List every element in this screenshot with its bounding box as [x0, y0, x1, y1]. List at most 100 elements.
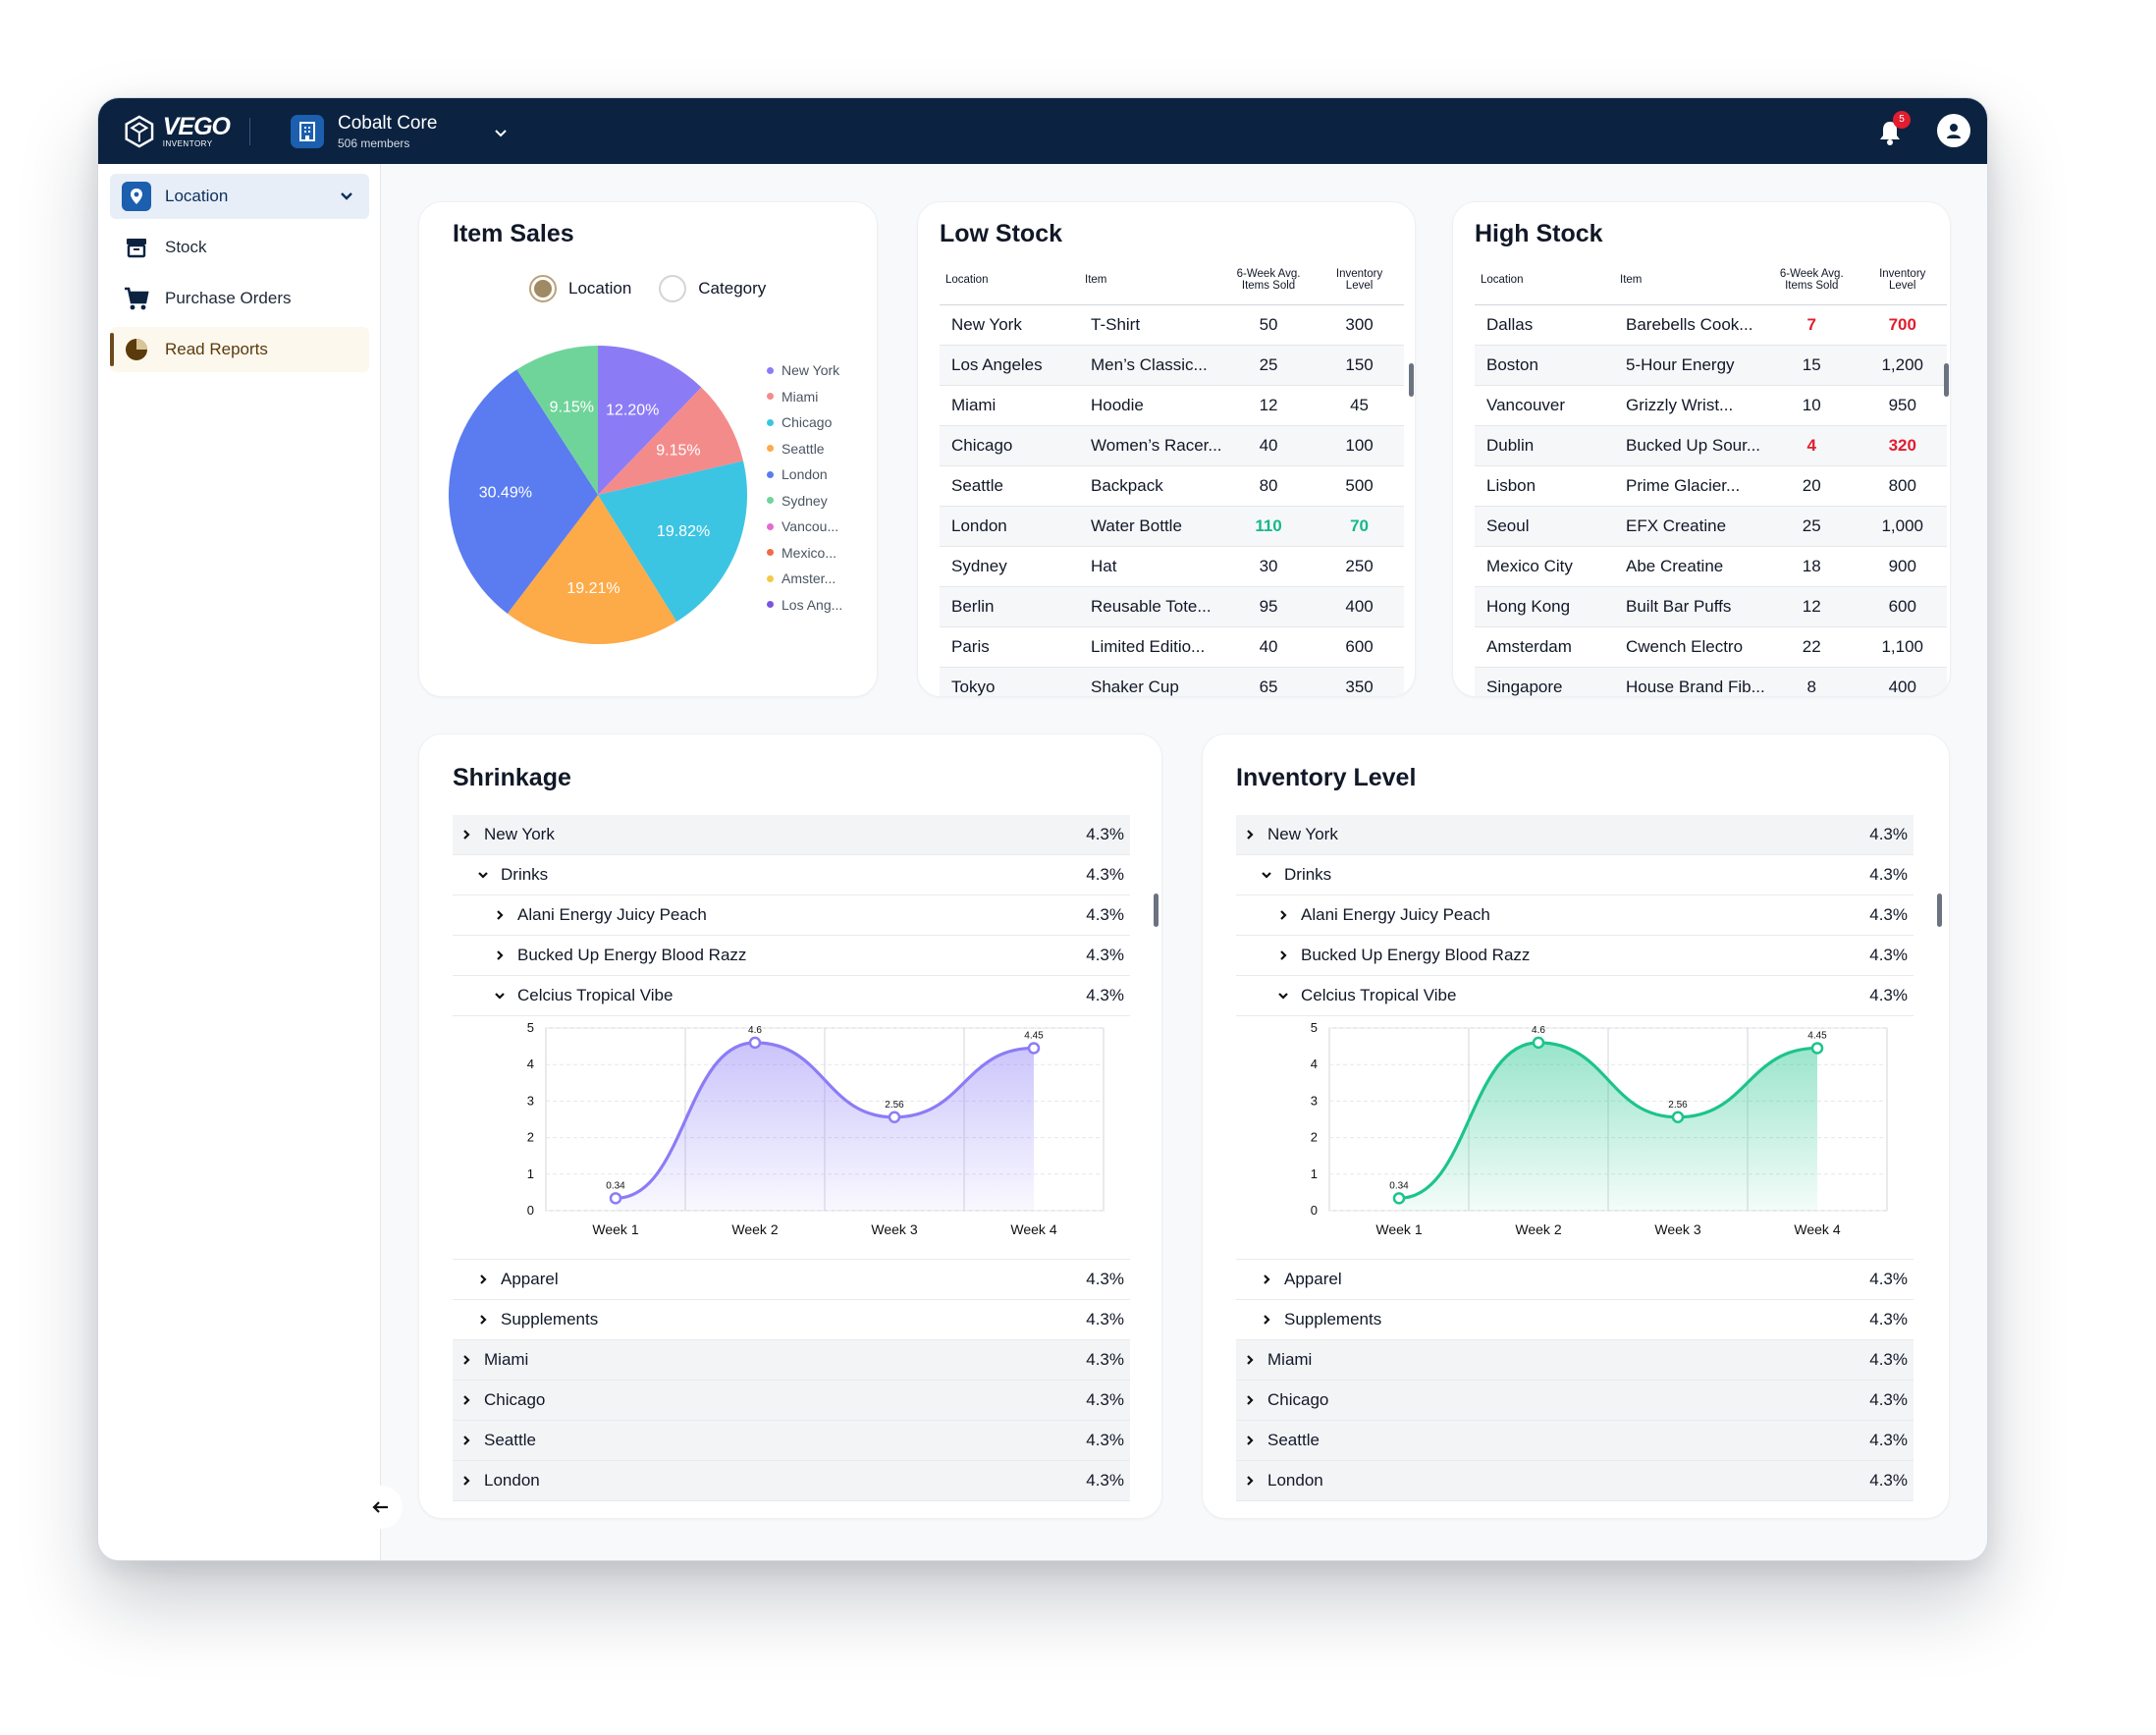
legend-item[interactable]: Mexico... [767, 540, 842, 567]
column-header[interactable]: Inventory Level [1315, 255, 1404, 305]
chevron-down-icon[interactable] [494, 990, 506, 1002]
table-row[interactable]: Chicago Women’s Racer... 40 100 [940, 425, 1404, 466]
chevron-right-icon[interactable] [1244, 1435, 1256, 1446]
table-row[interactable]: Hong Kong Built Bar Puffs 12 600 [1475, 586, 1947, 627]
legend-item[interactable]: Los Ang... [767, 592, 842, 619]
org-switcher[interactable]: Cobalt Core 506 members [291, 111, 508, 152]
chevron-right-icon[interactable] [1261, 1274, 1272, 1285]
tree-row[interactable]: Chicago 4.3% [453, 1381, 1130, 1421]
table-row[interactable]: Vancouver Grizzly Wrist... 10 950 [1475, 385, 1947, 426]
data-point[interactable] [1671, 1111, 1685, 1124]
data-point[interactable] [1532, 1036, 1545, 1050]
tree-row[interactable]: New York 4.3% [453, 815, 1130, 855]
tree-row[interactable]: Celcius Tropical Vibe 4.3% [453, 976, 1130, 1016]
data-point[interactable] [609, 1192, 622, 1205]
tree-row[interactable]: Drinks 4.3% [1236, 855, 1913, 895]
legend-item[interactable]: Amster... [767, 566, 842, 592]
table-row[interactable]: London Water Bottle 110 70 [940, 506, 1404, 547]
legend-item[interactable]: Vancou... [767, 514, 842, 540]
chevron-right-icon[interactable] [494, 949, 506, 961]
chevron-right-icon[interactable] [460, 829, 472, 840]
table-row[interactable]: Dallas Barebells Cook... 7 700 [1475, 304, 1947, 346]
table-row[interactable]: Boston 5-Hour Energy 15 1,200 [1475, 345, 1947, 386]
table-row[interactable]: Miami Hoodie 12 45 [940, 385, 1404, 426]
table-row[interactable]: Paris Limited Editio... 40 600 [940, 626, 1404, 668]
chevron-right-icon[interactable] [1244, 1354, 1256, 1366]
table-row[interactable]: Seattle Backpack 80 500 [940, 465, 1404, 507]
logo[interactable]: VEGO INVENTORY [122, 110, 231, 153]
sidebar-item-read-reports[interactable]: Read Reports [110, 327, 369, 372]
chevron-down-icon[interactable] [1277, 990, 1289, 1002]
data-point[interactable] [1392, 1192, 1406, 1205]
chevron-right-icon[interactable] [477, 1314, 489, 1326]
legend-item[interactable]: New York [767, 357, 842, 384]
data-point[interactable] [748, 1036, 762, 1050]
avatar[interactable] [1937, 114, 1970, 147]
tree-row[interactable]: New York 4.3% [1236, 815, 1913, 855]
pie-slice-miami[interactable] [598, 387, 744, 495]
table-row[interactable]: Sydney Hat 30 250 [940, 546, 1404, 587]
data-point[interactable] [1810, 1042, 1824, 1055]
tree-row[interactable]: Miami 4.3% [1236, 1340, 1913, 1381]
table-row[interactable]: Dublin Bucked Up Sour... 4 320 [1475, 425, 1947, 466]
tree-row[interactable]: Apparel 4.3% [1236, 1260, 1913, 1300]
chevron-right-icon[interactable] [1261, 1314, 1272, 1326]
tree-row[interactable]: Supplements 4.3% [453, 1300, 1130, 1340]
table-row[interactable]: Los Angeles Men’s Classic... 25 150 [940, 345, 1404, 386]
chevron-right-icon[interactable] [494, 909, 506, 921]
tree-row[interactable]: Alani Energy Juicy Peach 4.3% [1236, 895, 1913, 936]
chevron-right-icon[interactable] [1277, 949, 1289, 961]
pie-slice-sydney[interactable] [516, 346, 598, 495]
column-header[interactable]: 6-Week Avg. Items Sold [1221, 255, 1316, 305]
data-point[interactable] [1027, 1042, 1041, 1055]
tree-row[interactable]: London 4.3% [453, 1461, 1130, 1501]
tree-row[interactable]: Miami 4.3% [453, 1340, 1130, 1381]
chevron-right-icon[interactable] [477, 1274, 489, 1285]
tree-row[interactable]: Seattle 4.3% [1236, 1421, 1913, 1461]
legend-item[interactable]: Seattle [767, 436, 842, 462]
sidebar-item-stock[interactable]: Stock [110, 225, 369, 270]
table-row[interactable]: Mexico City Abe Creatine 18 900 [1475, 546, 1947, 587]
tree-row[interactable]: Chicago 4.3% [1236, 1381, 1913, 1421]
tree-row[interactable]: Bucked Up Energy Blood Razz 4.3% [453, 936, 1130, 976]
pie-slice-chicago[interactable] [598, 461, 747, 623]
chevron-right-icon[interactable] [1244, 1475, 1256, 1487]
scrollbar[interactable] [1154, 894, 1159, 927]
sidebar-item-purchase-orders[interactable]: Purchase Orders [110, 276, 369, 321]
tree-row[interactable]: Drinks 4.3% [453, 855, 1130, 895]
chevron-right-icon[interactable] [1244, 1394, 1256, 1406]
scrollbar[interactable] [1409, 363, 1414, 397]
column-header[interactable]: Item [1079, 255, 1222, 305]
chevron-right-icon[interactable] [460, 1354, 472, 1366]
table-row[interactable]: Lisbon Prime Glacier... 20 800 [1475, 465, 1947, 507]
column-header[interactable]: 6-Week Avg. Items Sold [1764, 255, 1859, 305]
pie-slice-seattle[interactable] [507, 495, 677, 644]
legend-item[interactable]: Miami [767, 384, 842, 410]
chevron-right-icon[interactable] [460, 1394, 472, 1406]
collapse-sidebar-button[interactable] [359, 1486, 403, 1529]
chevron-down-icon[interactable] [490, 123, 512, 144]
chevron-down-icon[interactable] [338, 188, 355, 205]
column-header[interactable]: Location [940, 255, 1079, 305]
table-row[interactable]: New York T-Shirt 50 300 [940, 304, 1404, 346]
table-row[interactable]: Singapore House Brand Fib... 8 400 [1475, 667, 1947, 696]
sidebar-item-location[interactable]: Location [110, 174, 369, 219]
chevron-right-icon[interactable] [1277, 909, 1289, 921]
tree-row[interactable]: Apparel 4.3% [453, 1260, 1130, 1300]
table-row[interactable]: Amsterdam Cwench Electro 22 1,100 [1475, 626, 1947, 668]
tree-row[interactable]: Celcius Tropical Vibe 4.3% [1236, 976, 1913, 1016]
chevron-right-icon[interactable] [460, 1475, 472, 1487]
chevron-right-icon[interactable] [1244, 829, 1256, 840]
legend-item[interactable]: London [767, 461, 842, 488]
chevron-down-icon[interactable] [1261, 869, 1272, 881]
chevron-down-icon[interactable] [477, 869, 489, 881]
scrollbar[interactable] [1937, 894, 1942, 927]
column-header[interactable]: Inventory Level [1858, 255, 1947, 305]
table-row[interactable]: Berlin Reusable Tote... 95 400 [940, 586, 1404, 627]
tree-row[interactable]: London 4.3% [1236, 1461, 1913, 1501]
tree-row[interactable]: Supplements 4.3% [1236, 1300, 1913, 1340]
tree-row[interactable]: Bucked Up Energy Blood Razz 4.3% [1236, 936, 1913, 976]
pie-slice-new-york[interactable] [598, 346, 702, 495]
legend-item[interactable]: Sydney [767, 488, 842, 515]
tree-row[interactable]: Seattle 4.3% [453, 1421, 1130, 1461]
